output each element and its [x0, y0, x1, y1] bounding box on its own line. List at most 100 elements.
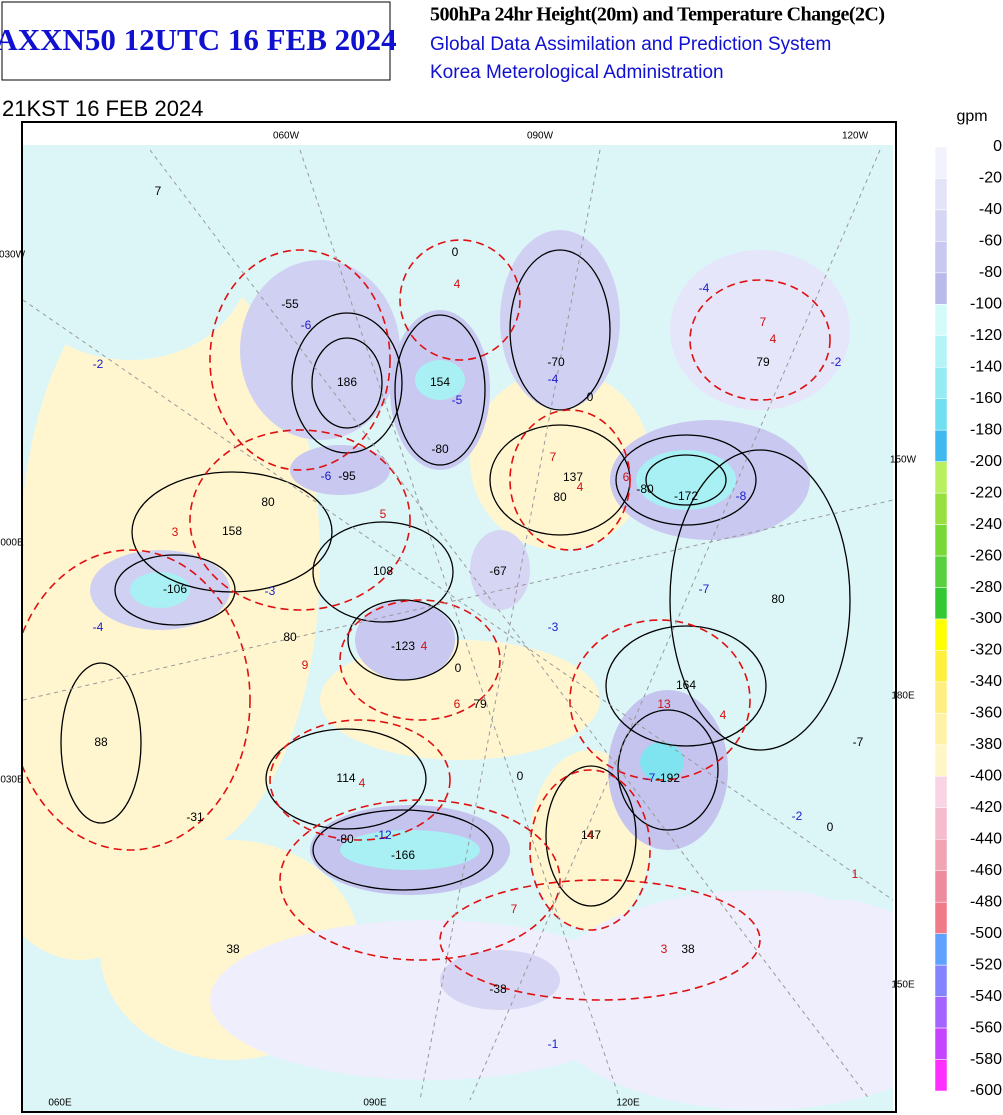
warm-label: 3 — [172, 525, 179, 539]
warm-label: 4 — [577, 480, 584, 494]
colorbar-box — [934, 429, 948, 462]
colorbar-label: -160 — [970, 390, 1002, 407]
colorbar-label: -320 — [970, 642, 1002, 659]
height-label: -7 — [853, 735, 864, 749]
colorbar-label: -180 — [970, 421, 1002, 438]
colorbar-label: -220 — [970, 484, 1002, 501]
cold-label: -4 — [93, 620, 104, 634]
colorbar-box — [934, 398, 948, 431]
colorbar: 0 -20 -40 -60 -80 -100 -120 -140 -160 -180 -200 -22… — [934, 138, 1002, 1099]
temperature-contour — [399, 239, 521, 361]
colorbar-label: -340 — [970, 673, 1002, 690]
height-label: 7 — [155, 184, 162, 198]
graticule — [299, 149, 621, 1101]
height-contour — [131, 471, 333, 593]
height-contour — [509, 249, 611, 411]
temperature-contour — [529, 769, 651, 931]
land-area — [540, 890, 893, 1110]
height-contour — [645, 454, 727, 506]
height-label: 158 — [222, 524, 242, 538]
height-label: -95 — [338, 469, 356, 483]
colorbar-box — [934, 744, 948, 777]
colorbar-box — [934, 146, 948, 179]
colorbar-unit: gpm — [956, 108, 987, 125]
map-labels: 060W 090W 120W 030W 150W 000E 180E 030E 150E 060E… — [0, 131, 917, 1109]
colorbar-label: -460 — [970, 862, 1002, 879]
height-contour — [605, 625, 767, 747]
colorbar-box — [934, 241, 948, 274]
height-contour — [265, 728, 427, 830]
shading — [500, 230, 620, 410]
colorbar-label: -480 — [970, 893, 1002, 910]
contour-label: 0 — [455, 661, 462, 675]
product-name: 500hPa 24hr Height(20m) and Temperature … — [430, 4, 885, 26]
colorbar-box — [934, 996, 948, 1029]
height-contour — [394, 314, 486, 466]
contour-label: 0 — [587, 390, 594, 404]
colorbar-box — [934, 524, 948, 557]
land-area — [750, 620, 893, 900]
height-label: 164 — [676, 678, 696, 692]
shading — [355, 600, 455, 680]
shading — [415, 360, 465, 400]
grid-label: 090E — [363, 1098, 387, 1109]
height-label: 38 — [681, 942, 695, 956]
colorbar-box — [934, 839, 948, 871]
colorbar-box — [934, 178, 948, 211]
height-label: -70 — [547, 355, 565, 369]
height-contour — [669, 449, 851, 751]
cold-label: -6 — [301, 318, 312, 332]
warm-label: 6 — [454, 697, 461, 711]
grid-label: 150W — [890, 455, 917, 466]
temperature-contour — [209, 249, 391, 471]
colorbar-label: -500 — [970, 925, 1002, 942]
grid-label: 090W — [527, 131, 554, 142]
colorbar-label: -580 — [970, 1051, 1002, 1068]
grid-label: 030W — [0, 250, 26, 261]
height-contour — [312, 809, 494, 891]
contour-label: 0 — [452, 245, 459, 259]
height-label: 186 — [337, 375, 357, 389]
cold-label: -2 — [93, 357, 104, 371]
height-contour — [60, 662, 142, 824]
height-contour — [311, 337, 383, 429]
colorbar-label: -600 — [970, 1082, 1002, 1099]
temperature-contour — [339, 599, 501, 721]
shading — [240, 260, 400, 440]
colorbar-box — [934, 681, 948, 714]
height-label: 79 — [473, 697, 487, 711]
height-label: -67 — [489, 564, 507, 578]
shading — [340, 830, 480, 870]
height-label: 88 — [94, 735, 108, 749]
height-label: 154 — [430, 375, 450, 389]
contour-label: 0 — [517, 769, 524, 783]
height-label: 80 — [553, 490, 567, 504]
colorbar-box — [934, 776, 948, 809]
system-name: Global Data Assimilation and Prediction … — [430, 34, 831, 55]
colorbar-label: -200 — [970, 453, 1002, 470]
warm-label: 1 — [852, 867, 859, 881]
colorbar-box — [934, 492, 948, 525]
grid-label: 120E — [616, 1098, 640, 1109]
colorbar-label: -260 — [970, 547, 1002, 564]
height-contour — [615, 434, 757, 526]
height-label: -106 — [163, 582, 187, 596]
height-label: -38 — [489, 982, 507, 996]
colorbar-label: -80 — [979, 264, 1002, 281]
warm-label: 6 — [623, 470, 630, 484]
warm-label: 4 — [720, 708, 727, 722]
colorbar-box — [934, 209, 948, 242]
colorbar-box — [934, 555, 948, 588]
grid-label: 060E — [48, 1098, 72, 1109]
height-label: 137 — [563, 470, 583, 484]
colorbar-box — [934, 367, 948, 399]
colorbar-box — [934, 1027, 948, 1060]
product-code: AXXN50 12UTC 16 FEB 2024 — [0, 22, 397, 57]
height-contour — [617, 709, 719, 831]
contour-label: 0 — [827, 820, 834, 834]
contour-label: 80 — [261, 495, 275, 509]
colorbar-label: -120 — [970, 327, 1002, 344]
temperature-contour — [569, 619, 751, 781]
cold-label: -5 — [452, 393, 463, 407]
land-area — [23, 160, 250, 360]
